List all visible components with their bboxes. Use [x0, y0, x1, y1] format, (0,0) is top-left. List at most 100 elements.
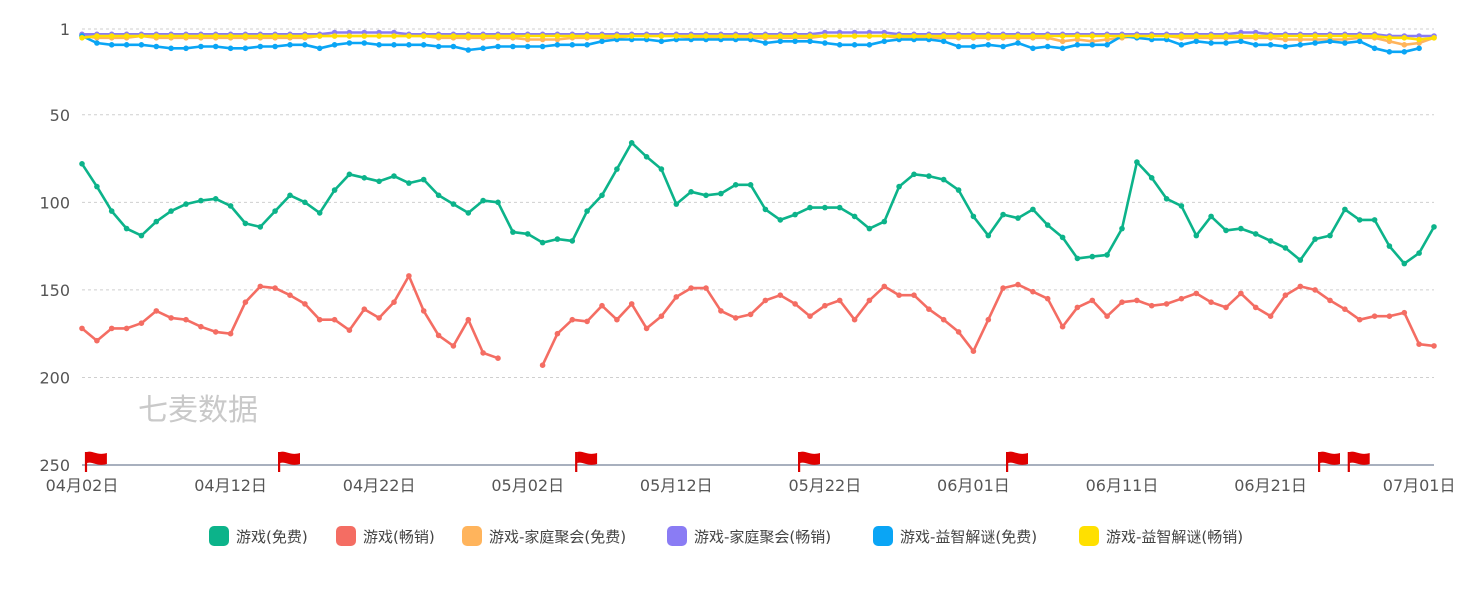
data-point	[1431, 35, 1437, 41]
data-point	[807, 204, 813, 211]
legend-item[interactable]: 游戏(免费)	[209, 526, 308, 546]
data-point	[1371, 313, 1378, 320]
data-point	[1416, 36, 1422, 43]
data-point	[510, 33, 516, 39]
legend[interactable]: 游戏(免费) 游戏(畅销) 游戏-家庭聚会(免费) 游戏-家庭聚会(畅销) 游戏-益智解…	[209, 526, 1243, 546]
data-point	[346, 33, 353, 39]
data-point	[822, 302, 828, 309]
data-point	[153, 308, 160, 314]
data-point	[732, 182, 739, 188]
data-point	[851, 213, 858, 220]
data-point	[406, 33, 412, 39]
data-point	[510, 43, 516, 50]
red-flag-icon[interactable]	[278, 451, 300, 472]
data-point	[331, 316, 338, 323]
red-flag-icon[interactable]	[1318, 451, 1340, 472]
data-point	[1356, 33, 1363, 39]
data-point	[673, 201, 680, 207]
data-point	[940, 33, 947, 39]
red-flag-icon[interactable]	[798, 451, 820, 472]
data-point	[881, 283, 888, 290]
data-point	[643, 325, 650, 332]
data-point	[450, 343, 457, 349]
red-flag-icon[interactable]	[1347, 451, 1370, 472]
data-point	[361, 33, 368, 39]
data-point	[227, 33, 234, 39]
data-point	[599, 38, 605, 45]
data-point	[495, 33, 501, 39]
data-point	[718, 190, 724, 197]
legend-swatch	[667, 526, 687, 546]
data-point	[896, 183, 902, 190]
data-point	[539, 33, 546, 39]
data-point	[1104, 42, 1110, 48]
data-point	[480, 197, 486, 204]
data-point	[1356, 38, 1363, 45]
data-point	[1030, 33, 1036, 39]
red-flag-icon[interactable]	[1006, 451, 1028, 472]
data-point	[272, 208, 278, 214]
data-point	[1178, 203, 1185, 209]
data-point	[316, 45, 323, 52]
data-point	[168, 315, 174, 321]
x-tick-label: 05月02日	[491, 476, 564, 495]
data-point	[1282, 292, 1289, 299]
data-point	[807, 313, 813, 320]
data-point	[272, 43, 278, 50]
data-point	[242, 45, 249, 52]
data-point	[822, 204, 828, 211]
series-2	[79, 273, 1437, 369]
data-point	[361, 40, 368, 46]
y-tick-label: 250	[39, 456, 70, 475]
y-tick-label: 1	[60, 20, 70, 39]
data-point	[287, 42, 293, 48]
data-point	[168, 45, 174, 52]
data-point	[866, 33, 873, 39]
legend-item[interactable]: 游戏-益智解谜(免费)	[873, 526, 1037, 546]
data-point	[1059, 234, 1066, 241]
data-point	[1282, 245, 1289, 251]
data-point	[926, 306, 932, 313]
legend-swatch	[462, 526, 482, 546]
data-point	[940, 176, 947, 183]
data-point	[732, 33, 739, 39]
data-point	[212, 196, 219, 202]
data-point	[1342, 40, 1348, 46]
series-line	[80, 141, 1436, 265]
data-point	[673, 294, 680, 300]
data-point	[673, 33, 680, 39]
data-point	[584, 42, 590, 48]
data-point	[331, 33, 338, 39]
data-point	[807, 33, 813, 39]
data-point	[688, 33, 694, 39]
data-point	[1401, 42, 1408, 48]
data-point	[406, 42, 412, 48]
red-flag-icon[interactable]	[575, 451, 598, 472]
data-point	[480, 45, 486, 52]
legend-item[interactable]: 游戏-家庭聚会(畅销)	[667, 526, 831, 546]
data-point	[747, 33, 754, 39]
data-point	[1015, 33, 1021, 39]
legend-item[interactable]: 游戏(畅销)	[336, 526, 435, 546]
data-point	[1252, 231, 1259, 237]
legend-item[interactable]: 游戏-益智解谜(畅销)	[1079, 526, 1243, 546]
data-point	[1163, 33, 1170, 39]
data-point	[658, 33, 665, 39]
series-line	[81, 274, 499, 360]
legend-item[interactable]: 游戏-家庭聚会(免费)	[462, 526, 626, 546]
data-point	[272, 33, 278, 39]
data-point	[1238, 290, 1244, 297]
data-point	[1356, 217, 1363, 223]
grid-lines	[82, 28, 1434, 378]
data-point	[108, 325, 115, 332]
data-point	[1416, 341, 1422, 348]
data-point	[911, 171, 917, 178]
data-point	[851, 316, 858, 323]
data-point	[108, 208, 115, 214]
data-point	[94, 40, 100, 46]
data-point	[391, 173, 397, 179]
red-flag-icon[interactable]	[84, 451, 107, 472]
data-point	[287, 292, 293, 299]
data-point	[792, 33, 798, 39]
